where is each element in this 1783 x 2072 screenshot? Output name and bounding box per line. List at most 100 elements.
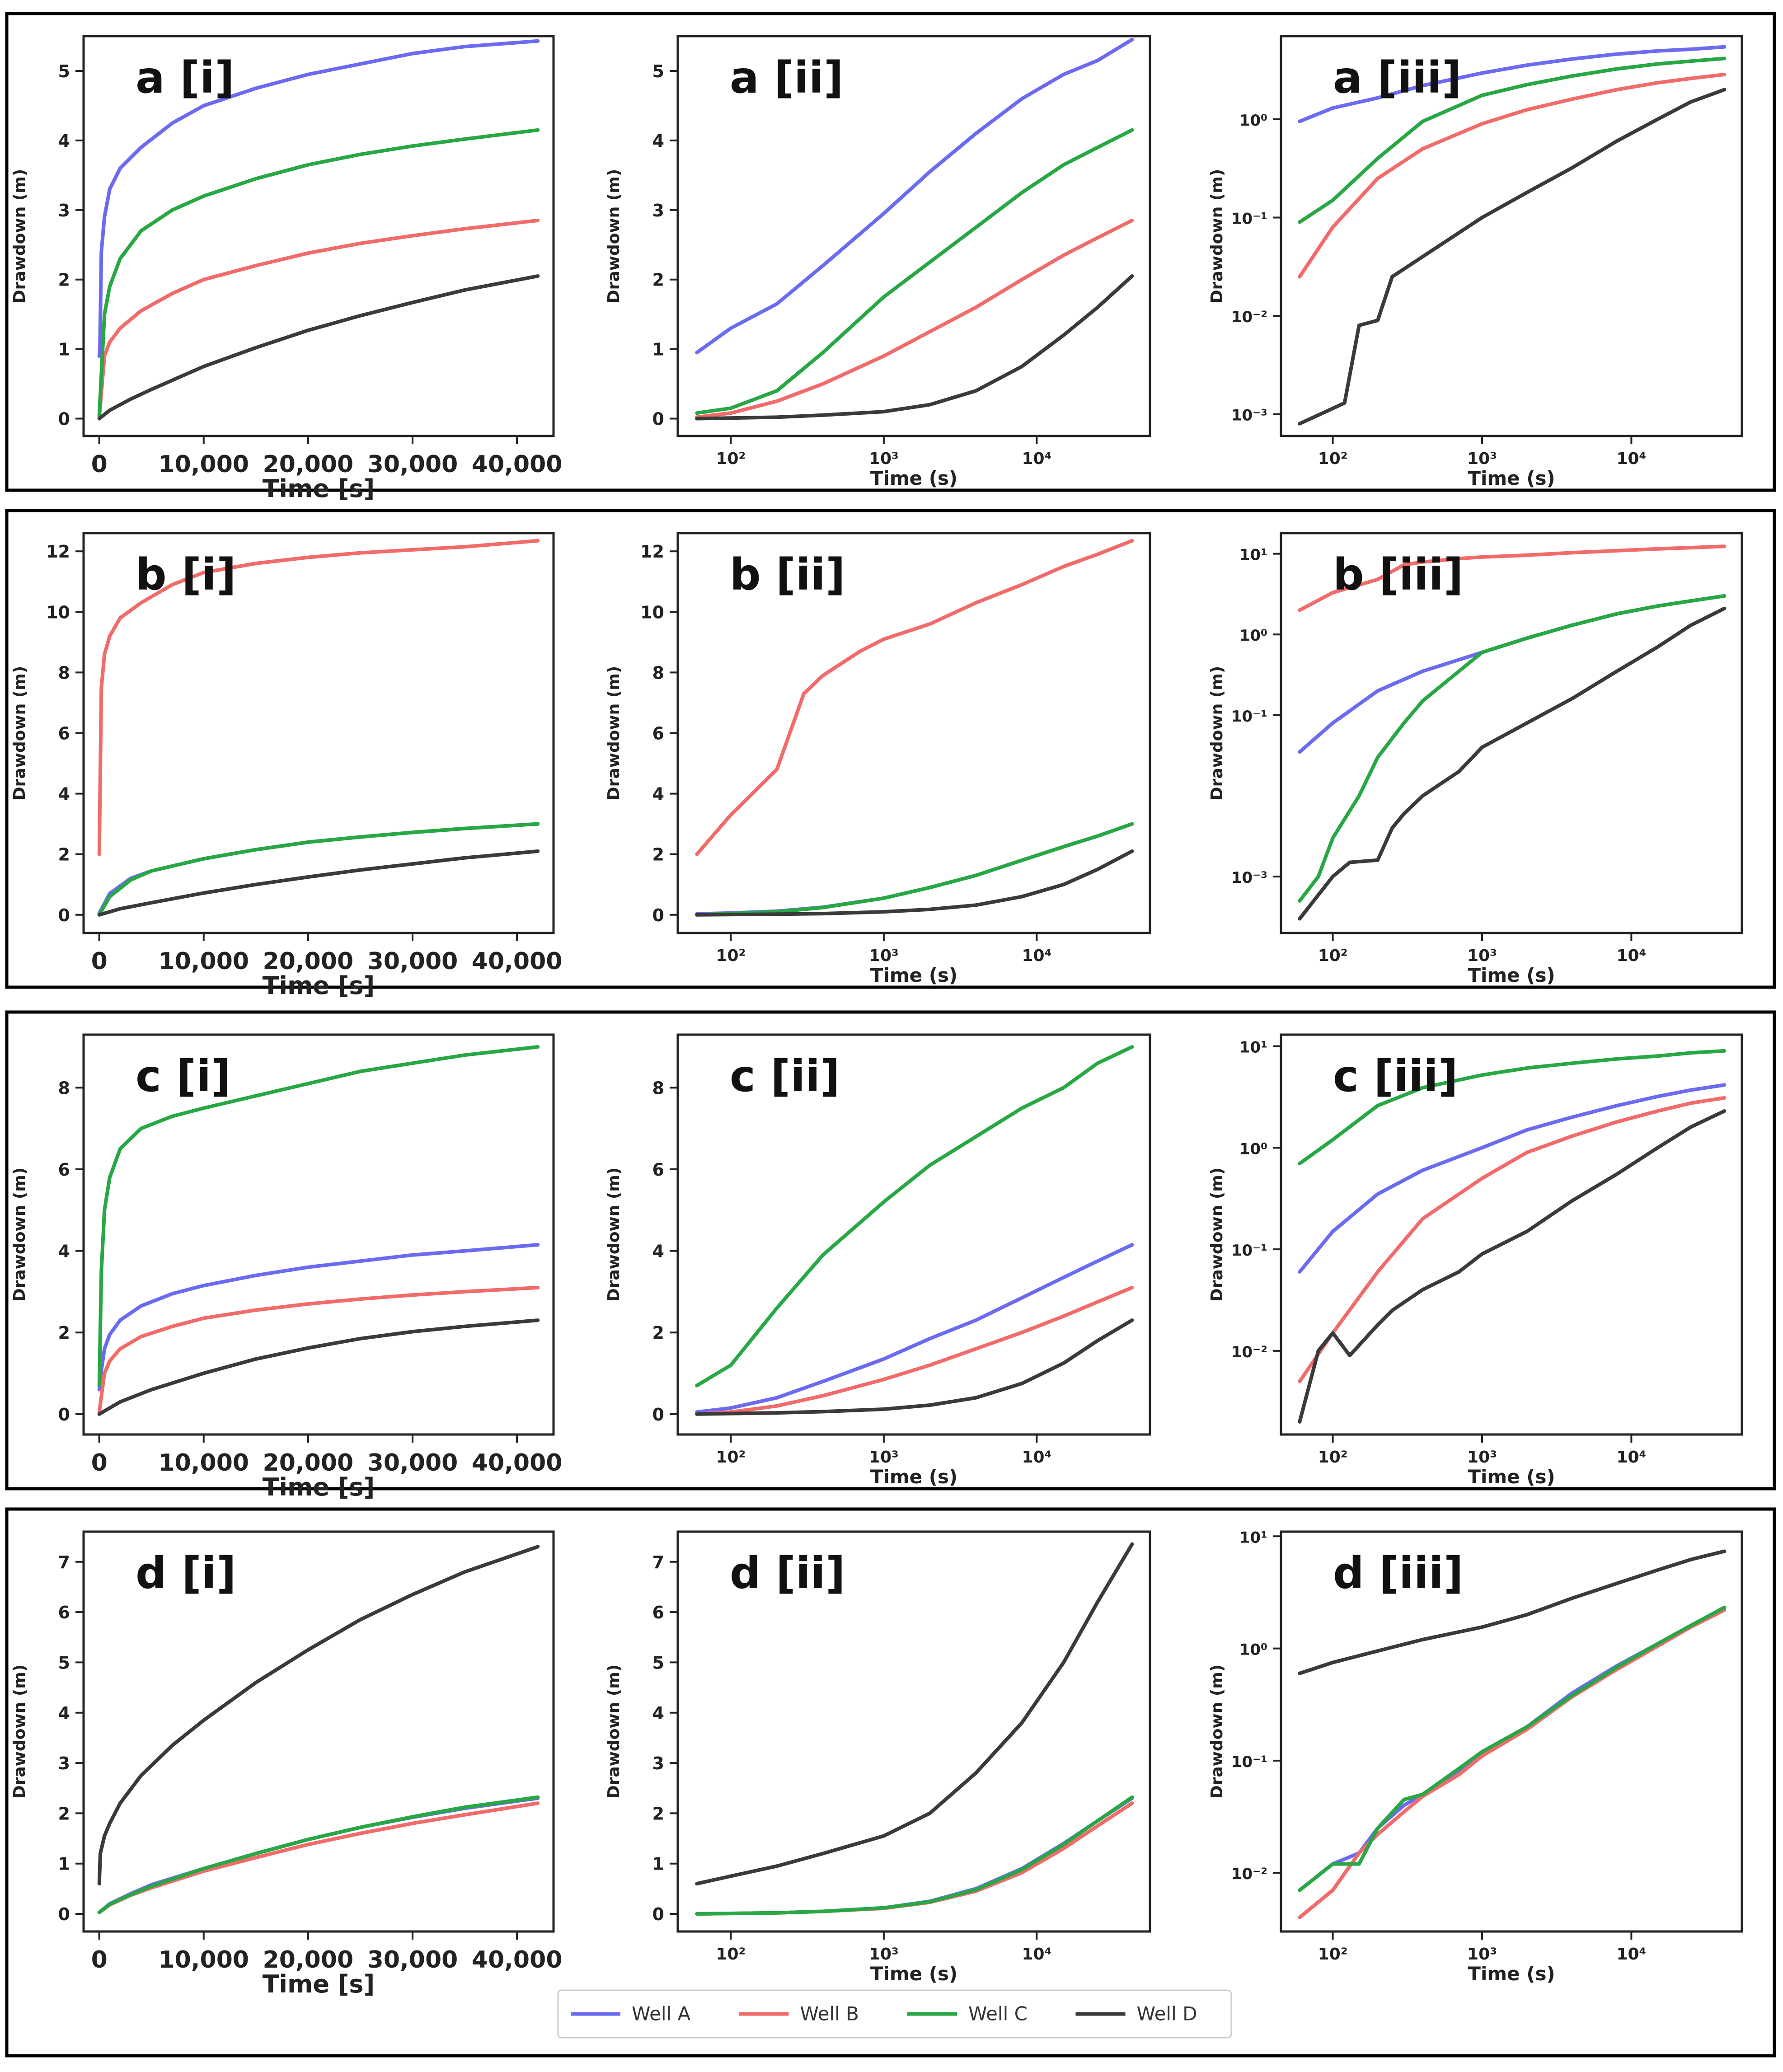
series-line-well-b [97, 1285, 540, 1414]
panel-d-ii: 10² 10³ 10⁴ 0 1 2 3 4 5 6 7 Time (s) Drawdown (m) d [… [605, 1530, 1151, 1985]
x-tick-label: 10² [716, 1448, 746, 1467]
series-line-well-d [1298, 88, 1727, 426]
x-tick-label: 0 [91, 1946, 108, 1974]
y-tick-label: 2 [58, 1323, 70, 1343]
y-tick-label: 10¹ [1239, 1528, 1267, 1547]
y-tick-label: 1 [652, 1854, 664, 1874]
panel-a-i: 0 10,000 20,000 30,000 40,000 0 1 2 3 4 5 Time [s] D… [10, 35, 562, 503]
legend-entry-label: Well A [632, 2003, 691, 2025]
x-axis-label: Time (s) [870, 964, 957, 986]
series-line-well-c [695, 822, 1134, 917]
x-tick-label: 10,000 [158, 948, 249, 975]
y-tick-label: 3 [652, 201, 664, 220]
y-axis-label: Drawdown (m) [10, 666, 29, 801]
y-tick-label: 4 [652, 1703, 664, 1723]
series-line-well-c [695, 128, 1134, 415]
x-tick-label: 30,000 [367, 1946, 458, 1974]
x-tick-label: 10⁴ [1616, 1945, 1646, 1964]
series-line-well-a [695, 38, 1134, 355]
series-line-well-c [1298, 594, 1727, 903]
series-line-well-b [1298, 1096, 1727, 1383]
x-tick-label: 10² [1318, 947, 1348, 965]
y-tick-label: 4 [58, 1242, 70, 1261]
series-line-well-c [1298, 56, 1727, 224]
series-line-well-a [97, 1243, 540, 1392]
y-tick-label: 8 [58, 663, 70, 683]
panel-label: d [iii] [1333, 1548, 1464, 1599]
y-axis-label: Drawdown (m) [1208, 1167, 1226, 1302]
y-tick-label: 6 [58, 1160, 70, 1180]
y-tick-label: 6 [652, 1603, 664, 1622]
y-axis-label: Drawdown (m) [605, 1167, 623, 1302]
y-tick-label: 7 [652, 1552, 664, 1572]
y-tick-label: 12 [640, 542, 664, 562]
series-line-well-c [97, 1795, 540, 1914]
plot-area [82, 1033, 555, 1436]
series-line-well-c [1298, 1049, 1727, 1166]
x-tick-label: 20,000 [263, 1946, 354, 1974]
row-frame-a [5, 12, 1776, 492]
y-axis-label: Drawdown (m) [1208, 1664, 1226, 1799]
y-tick-label: 10⁻¹ [1231, 708, 1267, 726]
x-tick-label: 10³ [1467, 450, 1497, 468]
x-tick-label: 10,000 [158, 1946, 249, 1974]
y-tick-label: 10⁻³ [1231, 869, 1267, 887]
series-line-well-d [1298, 1549, 1727, 1675]
y-tick-label: 0 [652, 905, 664, 925]
series-line-well-a [695, 1243, 1134, 1414]
x-tick-label: 10,000 [158, 1449, 249, 1477]
y-axis-label: Drawdown (m) [605, 169, 623, 304]
y-tick-label: 10¹ [1239, 1039, 1267, 1057]
x-tick-label: 40,000 [472, 948, 563, 975]
y-tick-label: 10⁻¹ [1231, 1753, 1267, 1771]
series-line-well-b [1298, 544, 1727, 612]
x-tick-label: 10⁴ [1022, 1448, 1051, 1467]
series-line-well-c [97, 1045, 540, 1388]
x-axis-label: Time [s] [263, 1473, 375, 1501]
y-tick-label: 3 [58, 1753, 70, 1773]
x-tick-label: 10,000 [158, 451, 249, 478]
y-tick-label: 8 [58, 1078, 70, 1098]
panel-a-ii: 10² 10³ 10⁴ 0 1 2 3 4 5 Time (s) Drawdown (m) a [ii… [605, 35, 1151, 489]
x-tick-label: 10⁴ [1616, 450, 1646, 468]
row-frame-b [5, 509, 1776, 989]
x-axis-label: Time (s) [1468, 964, 1555, 986]
plot-area [676, 35, 1151, 437]
y-tick-label: 10¹ [1239, 546, 1267, 564]
x-tick-label: 10⁴ [1616, 947, 1646, 965]
x-axis-label: Time (s) [1468, 1963, 1555, 1985]
panel-c-ii: 10² 10³ 10⁴ 0 2 4 6 8 Time (s) Drawdown (m) c [ii] [605, 1033, 1151, 1488]
series-line-well-d [695, 1318, 1134, 1416]
panel-label: b [iii] [1333, 549, 1464, 600]
panel-c-i: 0 10,000 20,000 30,000 40,000 0 2 4 6 8 Time [s] Dr… [10, 1033, 562, 1501]
x-tick-label: 40,000 [472, 1946, 563, 1974]
y-tick-label: 2 [652, 845, 664, 865]
x-axis-label: Time [s] [263, 971, 375, 1000]
y-tick-label: 6 [58, 1603, 70, 1622]
x-tick-label: 30,000 [367, 948, 458, 975]
y-tick-label: 1 [58, 1854, 70, 1874]
x-tick-label: 20,000 [263, 1449, 354, 1477]
x-axis-label: Time [s] [263, 1970, 375, 1998]
x-tick-label: 10³ [869, 1448, 899, 1467]
x-tick-label: 10⁴ [1022, 450, 1051, 468]
y-tick-label: 10⁻² [1231, 1343, 1267, 1361]
legend-entry-label: Well D [1137, 2003, 1197, 2025]
y-axis-label: Drawdown (m) [10, 1664, 29, 1799]
plot-area [1280, 1033, 1743, 1436]
y-axis-label: Drawdown (m) [1208, 666, 1226, 801]
panel-b-i: 0 10,000 20,000 30,000 40,000 0 2 4 6 8 10 12 Time [… [10, 532, 563, 1000]
y-tick-label: 5 [652, 61, 664, 81]
y-tick-label: 8 [652, 663, 664, 683]
series-line-well-b [97, 539, 540, 856]
plot-area [676, 1033, 1151, 1436]
x-tick-label: 10² [716, 450, 746, 468]
series-line-well-c [695, 1795, 1134, 1916]
y-tick-label: 10⁰ [1239, 627, 1267, 645]
panel-c-iii: 10² 10³ 10⁴ 10⁻² 10⁻¹ 10⁰ 10¹ Time (s) Drawdown … [1208, 1033, 1743, 1488]
panel-label: b [i] [136, 549, 236, 600]
panel-a-iii: 10² 10³ 10⁴ 10⁻³ 10⁻² 10⁻¹ 10⁰ Time (s) Drawdown… [1208, 35, 1743, 489]
x-tick-label: 10³ [1467, 1945, 1497, 1964]
y-tick-label: 0 [652, 409, 664, 429]
x-axis-label: Time (s) [870, 1466, 957, 1488]
